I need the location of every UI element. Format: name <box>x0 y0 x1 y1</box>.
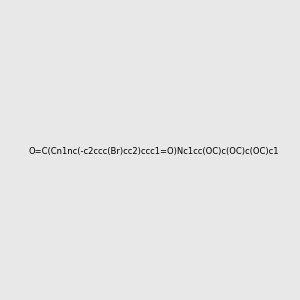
Text: O=C(Cn1nc(-c2ccc(Br)cc2)ccc1=O)Nc1cc(OC)c(OC)c(OC)c1: O=C(Cn1nc(-c2ccc(Br)cc2)ccc1=O)Nc1cc(OC)… <box>28 147 279 156</box>
